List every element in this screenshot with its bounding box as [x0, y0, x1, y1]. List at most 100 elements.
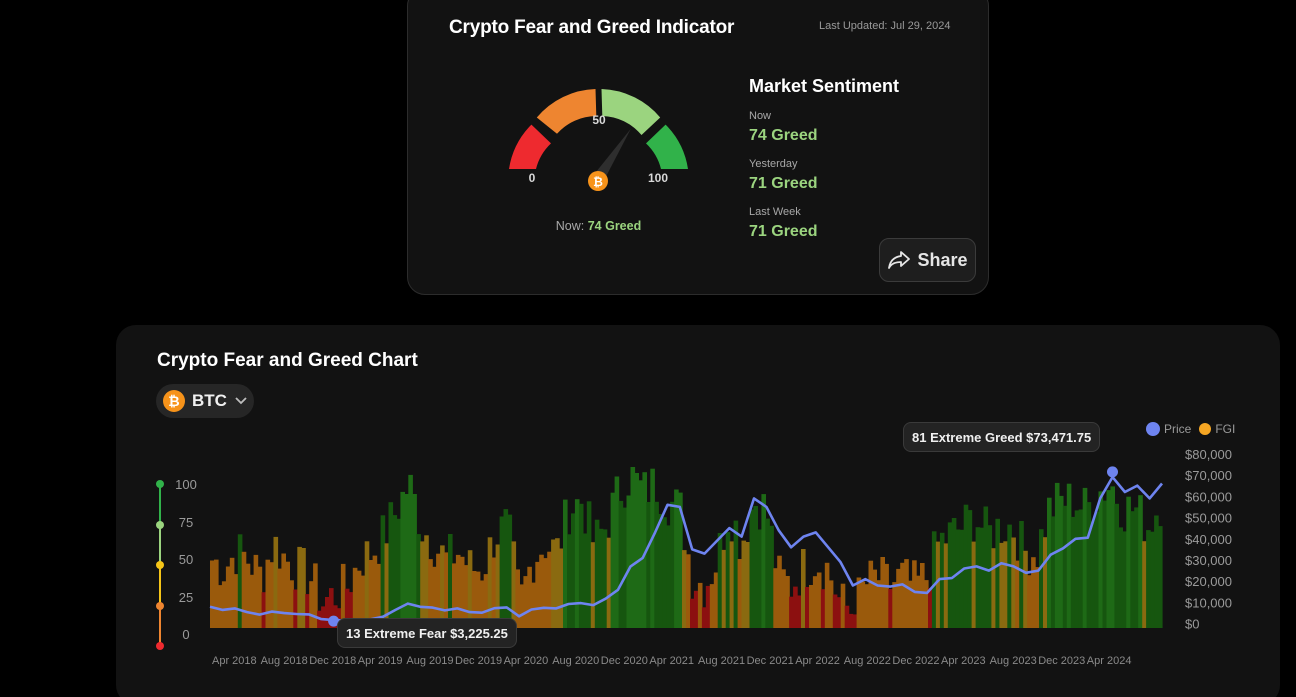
x-axis-label: Apr 2021	[649, 655, 694, 667]
fgi-bar	[1158, 526, 1163, 628]
fgi-bar	[356, 570, 362, 628]
fgi-bar	[896, 568, 901, 628]
fgi-bar	[840, 583, 846, 628]
fgi-bar	[428, 559, 433, 628]
fgi-bar	[963, 504, 969, 628]
fgi-bar	[626, 495, 632, 628]
coin-selector[interactable]: ₿ BTC	[156, 384, 254, 418]
fgi-bar	[868, 560, 874, 628]
fgi-bar	[904, 559, 909, 628]
fgi-bar	[935, 541, 941, 628]
fgi-bar	[634, 473, 639, 628]
fgi-bar	[777, 555, 782, 628]
fgi-bar	[257, 566, 263, 628]
fgi-bar	[547, 551, 552, 628]
fgi-bar	[971, 541, 977, 628]
x-axis-label: Apr 2024	[1087, 655, 1132, 667]
fgi-bar	[594, 519, 600, 628]
legend-fgi-label[interactable]: FGI	[1215, 422, 1236, 436]
fgi-bar	[785, 576, 790, 628]
fgi-bar	[1050, 516, 1056, 628]
fgi-bar	[713, 572, 719, 628]
fgi-bar	[483, 574, 489, 628]
tooltip-extreme-fear: 13 Extreme Fear $3,225.25	[337, 618, 517, 648]
sentiment-yesterday-label: Yesterday	[749, 158, 798, 170]
fgi-bar	[495, 544, 501, 628]
fgi-bar	[1138, 495, 1143, 628]
fgi-bar	[618, 500, 624, 628]
fgi-bar	[622, 507, 628, 628]
fgi-bar	[606, 537, 612, 628]
fgi-bar	[551, 539, 556, 628]
sentiment-now-value: 74 Greed	[749, 127, 818, 144]
fgi-bar	[384, 543, 390, 628]
fgi-bar	[959, 529, 965, 628]
fgi-bar	[642, 472, 647, 628]
fgi-bar	[721, 549, 727, 628]
fear-greed-chart-card: Crypto Fear and Greed Chart ₿ BTC Price …	[116, 325, 1280, 697]
fgi-bar	[928, 588, 933, 628]
fgi-bar	[475, 571, 481, 628]
x-axis-label: Aug 2020	[552, 655, 599, 667]
fgi-bar	[313, 563, 318, 628]
fgi-bar	[527, 566, 532, 628]
fear-greed-indicator-card: Crypto Fear and Greed Indicator Last Upd…	[407, 0, 989, 295]
fgi-bar	[650, 468, 655, 628]
gauge-segment-fear	[536, 89, 597, 134]
fgi-bar	[269, 562, 275, 628]
fgi-bar	[832, 594, 838, 628]
chart-legend: Price FGI	[1146, 422, 1235, 436]
x-axis-label: Aug 2019	[406, 655, 453, 667]
fgi-bar	[983, 506, 989, 628]
fgi-bar	[249, 574, 255, 628]
fgi-bar	[214, 559, 219, 628]
fgi-bar	[590, 542, 596, 628]
fgi-bar	[412, 494, 417, 628]
fgi-bar	[725, 532, 731, 628]
price-axis-label: $10,000	[1185, 595, 1232, 610]
fgi-bar	[404, 494, 409, 628]
fgi-bar	[392, 515, 398, 628]
fgi-bar	[916, 575, 921, 628]
gauge-segment-extreme-greed	[646, 124, 688, 169]
fgi-bar	[325, 597, 330, 628]
fgi-bar	[598, 528, 604, 628]
fgi-bar	[436, 553, 441, 628]
fgi-bar	[241, 551, 247, 628]
svg-text:₿: ₿	[593, 175, 603, 189]
fear-greed-gauge: ₿ 0 50 100	[509, 89, 688, 191]
fgi-bar	[400, 491, 405, 628]
fgi-scale-label: 0	[182, 627, 189, 642]
marker-extreme-fear	[328, 615, 340, 627]
gauge-mid-label: 50	[592, 113, 606, 127]
fear-greed-chart[interactable]: 100 75 50 25 0 $80,000 $70,000 $60,000 $50,000 $4…	[116, 325, 1280, 697]
price-axis-label: $50,000	[1185, 511, 1232, 526]
fgi-bar	[388, 502, 394, 628]
fgi-bar	[277, 568, 282, 628]
price-axis-label: $40,000	[1185, 532, 1232, 547]
fgi-bar	[293, 589, 298, 628]
fgi-bar	[360, 575, 366, 628]
fgi-bar	[1114, 503, 1119, 628]
price-axis-label: $0	[1185, 617, 1199, 632]
legend-price-label[interactable]: Price	[1164, 422, 1192, 436]
fgi-bar	[420, 541, 425, 628]
fgi-bar	[757, 529, 762, 628]
fgi-bar	[380, 515, 386, 628]
fgi-bar	[511, 541, 517, 628]
price-axis-label: $60,000	[1185, 489, 1232, 504]
fgi-bar	[487, 537, 493, 628]
fgi-bar	[816, 572, 822, 628]
fgi-bar	[578, 503, 584, 628]
fgi-bar	[535, 561, 540, 628]
fgi-bar	[1015, 560, 1020, 628]
fgi-bar	[888, 589, 893, 628]
fgi-bar	[424, 535, 429, 628]
fgi-bar	[729, 541, 735, 628]
share-button[interactable]: Share	[879, 238, 976, 282]
fgi-bar	[1007, 524, 1012, 628]
fgi-bar	[820, 589, 826, 628]
sentiment-last-week-label: Last Week	[749, 206, 801, 218]
tooltip-extreme-greed: 81 Extreme Greed $73,471.75	[903, 422, 1101, 452]
fgi-bar	[709, 584, 715, 628]
